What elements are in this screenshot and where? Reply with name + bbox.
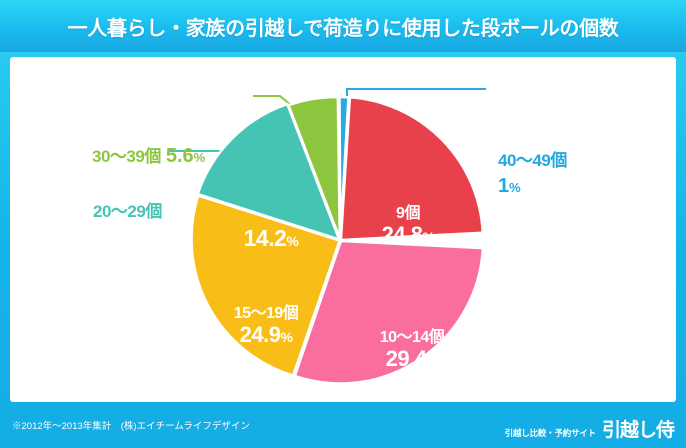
pie-slice-10-14[interactable] (293, 239, 485, 385)
leader-line-30-39 (253, 95, 293, 107)
callout-label-30-39-value: 5.6% (165, 145, 206, 167)
pie-slice-15-19[interactable] (190, 194, 341, 377)
callout-label-20-29-category: 20〜29個 (93, 202, 162, 221)
footer-bar: ※2012年〜2013年集計 (株)エイチームライフデザイン 引越し比較・予約サ… (0, 404, 686, 448)
callout-label-40-49: 40〜49個 1% (498, 151, 567, 199)
callout-label-30-39: 30〜39個 5.6% (92, 145, 205, 169)
pie-slice-20-29[interactable] (196, 102, 341, 241)
brand-logo[interactable]: 引越し比較・予約サイト 引越し侍 (504, 415, 675, 442)
pie-slice-40-49[interactable] (338, 95, 350, 240)
page-title: 一人暮らし・家族の引越しで荷造りに使用した段ボールの個数 (67, 17, 619, 40)
leader-line-40-49 (346, 88, 486, 97)
chart-card: 9個 24.8% 10〜14個 29.4% 15〜19個 24.9% 14.2%… (10, 57, 676, 402)
callout-label-40-49-category: 40〜49個 (498, 151, 567, 170)
callout-label-30-39-category: 30〜39個 (92, 147, 161, 166)
callout-label-20-29: 20〜29個 (93, 202, 162, 223)
footer-source-note: ※2012年〜2013年集計 (株)エイチームライフデザイン (12, 421, 250, 432)
pie-slice-30-39[interactable] (287, 95, 342, 240)
header-bar: 一人暮らし・家族の引越しで荷造りに使用した段ボールの個数 (0, 0, 686, 52)
pie-slice-9[interactable] (339, 96, 485, 242)
pie-chart: 9個 24.8% 10〜14個 29.4% 15〜19個 24.9% 14.2%… (10, 57, 676, 402)
callout-label-40-49-value: 1% (498, 175, 521, 198)
pie-chart-svg (168, 88, 486, 385)
brand-name: 引越し侍 (601, 419, 675, 441)
brand-tagline: 引越し比較・予約サイト (504, 428, 597, 438)
